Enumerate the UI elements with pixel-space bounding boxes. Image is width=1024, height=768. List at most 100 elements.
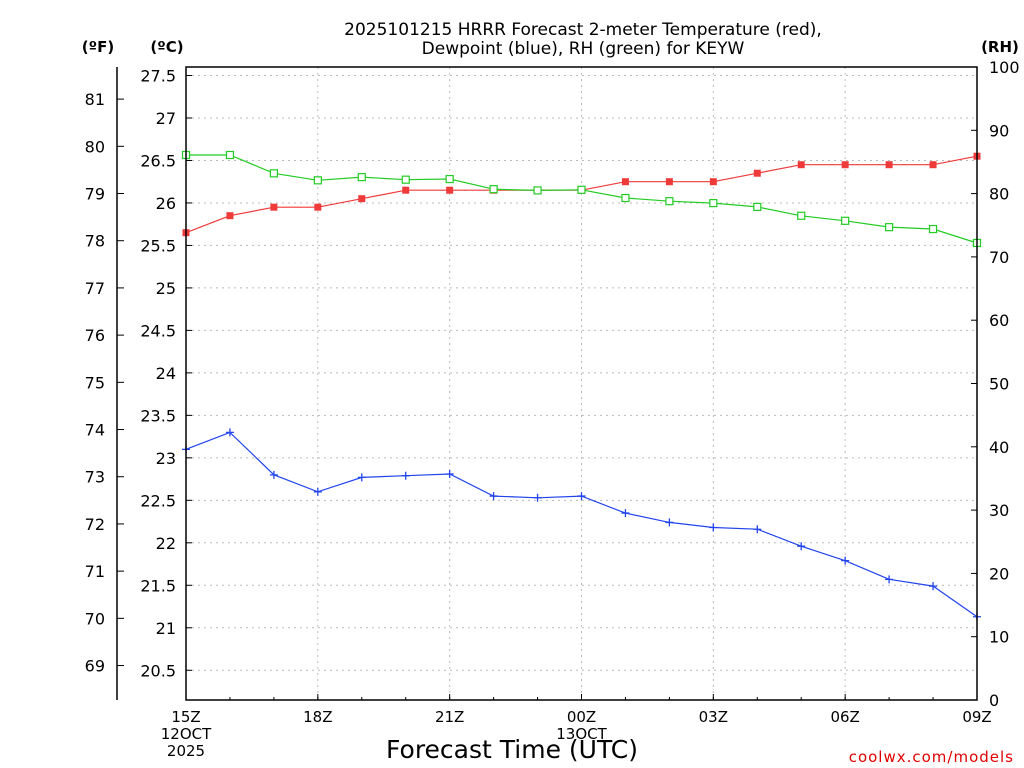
celsius-tick-label: 23.5 xyxy=(140,406,176,425)
rh-point xyxy=(445,174,454,184)
temperature-point xyxy=(665,178,673,186)
rh-tick-label: 30 xyxy=(989,501,1009,520)
dewpoint-point xyxy=(533,493,542,502)
celsius-tick-label: 21.5 xyxy=(140,576,176,595)
dewpoint-point xyxy=(885,575,894,584)
time-tick-label: 06Z xyxy=(830,708,859,726)
fahrenheit-axis: 69 70 71 72 73 74 75 76 77 78 79 80 81 xyxy=(85,67,124,700)
celsius-tick-label: 23 xyxy=(156,449,176,468)
rh-point xyxy=(577,185,586,194)
rh-point xyxy=(753,202,762,211)
plot-frame xyxy=(185,66,978,701)
time-tick-label: 15Z xyxy=(171,708,200,726)
celsius-tick-label: 26.5 xyxy=(140,151,176,170)
chart-title-line2: Dewpoint (blue), RH (green) for KEYW xyxy=(422,39,745,59)
dewpoint-point xyxy=(621,509,630,518)
temperature-point xyxy=(753,169,761,177)
rh-axis: 0 10 20 30 40 50 60 70 80 90 100 xyxy=(971,58,1020,710)
rh-tick-label: 10 xyxy=(989,628,1009,647)
time-tick-label: 18Z xyxy=(303,708,332,726)
rh-point xyxy=(489,185,498,194)
temperature-point xyxy=(358,195,366,203)
dewpoint-point xyxy=(225,428,234,437)
fahrenheit-tick-label: 79 xyxy=(85,185,105,204)
temperature-point xyxy=(314,203,322,211)
dewpoint-point xyxy=(269,470,278,479)
rh-point xyxy=(709,198,718,208)
rh-tick-label: 20 xyxy=(989,564,1009,583)
celsius-axis: 20.5 21 21.5 22 22.5 23 23.5 24 24.5 25 25.5 26 26.5… xyxy=(140,66,192,680)
fahrenheit-tick-label: 77 xyxy=(85,279,105,298)
temperature-point xyxy=(621,178,629,186)
rh-tick-label: 60 xyxy=(989,311,1009,330)
fahrenheit-tick-label: 81 xyxy=(85,90,105,109)
fahrenheit-tick-label: 72 xyxy=(85,515,105,534)
time-tick-label: 12OCT xyxy=(161,725,212,743)
dewpoint-point xyxy=(929,582,938,591)
rh-tick-label: 40 xyxy=(989,438,1009,457)
time-tick-label: 2025 xyxy=(167,742,205,760)
dewpoint-point xyxy=(577,492,586,501)
rh-tick-label: 0 xyxy=(989,691,999,710)
rh-point xyxy=(357,173,366,182)
fahrenheit-tick-label: 80 xyxy=(85,137,105,156)
dewpoint-point xyxy=(665,518,674,527)
rh-point xyxy=(401,175,410,184)
temperature-point xyxy=(446,186,454,194)
fahrenheit-tick-label: 70 xyxy=(85,609,105,628)
temperature-point xyxy=(885,161,893,169)
fahrenheit-unit-label: (ºF) xyxy=(82,38,114,56)
temperature-point xyxy=(929,161,937,169)
rh-tick-label: 50 xyxy=(989,375,1009,394)
temperature-point xyxy=(402,186,410,194)
grid-lines xyxy=(185,67,978,700)
rh-point xyxy=(533,186,542,195)
dewpoint-point xyxy=(841,556,850,565)
rh-tick-label: 80 xyxy=(989,185,1009,204)
dewpoint-point xyxy=(489,492,498,501)
fahrenheit-tick-label: 78 xyxy=(85,232,105,251)
rh-point xyxy=(313,176,322,185)
chart-title-line1: 2025101215 HRRR Forecast 2-meter Tempera… xyxy=(344,20,822,40)
rh-tick-label: 70 xyxy=(989,248,1009,267)
temperature-point xyxy=(270,203,278,211)
celsius-unit-label: (ºC) xyxy=(150,38,183,56)
rh-tick-label: 100 xyxy=(989,58,1020,77)
celsius-tick-label: 26 xyxy=(156,194,176,213)
rh-point xyxy=(928,224,938,234)
celsius-tick-label: 22 xyxy=(156,534,176,553)
celsius-tick-label: 20.5 xyxy=(140,661,176,680)
rh-unit-label: (RH) xyxy=(981,38,1019,56)
dewpoint-point xyxy=(797,542,806,551)
fahrenheit-tick-label: 75 xyxy=(85,373,105,392)
rh-point xyxy=(841,216,850,225)
temperature-point xyxy=(797,161,805,169)
time-tick-label: 03Z xyxy=(699,708,728,726)
time-tick-label: 09Z xyxy=(962,708,991,726)
celsius-tick-label: 25.5 xyxy=(140,236,176,255)
time-tick-label: 21Z xyxy=(435,708,464,726)
celsius-tick-label: 27.5 xyxy=(140,66,176,85)
series-layer xyxy=(181,150,982,621)
dewpoint-point xyxy=(753,525,762,534)
fahrenheit-tick-label: 76 xyxy=(85,326,105,345)
rh-point xyxy=(621,193,630,203)
fahrenheit-tick-label: 73 xyxy=(85,468,105,487)
temperature-point xyxy=(226,212,234,220)
credit-text: coolwx.com/models xyxy=(849,748,1014,766)
celsius-tick-label: 24 xyxy=(156,364,176,383)
temperature-point xyxy=(841,161,849,169)
dewpoint-point xyxy=(313,487,322,496)
dewpoint-point xyxy=(357,473,366,482)
dewpoint-point xyxy=(445,469,454,478)
celsius-tick-label: 24.5 xyxy=(140,321,176,340)
fahrenheit-tick-label: 71 xyxy=(85,562,105,581)
fahrenheit-tick-label: 69 xyxy=(85,657,105,676)
celsius-tick-label: 21 xyxy=(156,619,176,638)
fahrenheit-tick-label: 74 xyxy=(85,421,105,440)
time-tick-label: 13OCT xyxy=(556,725,607,743)
temperature-point xyxy=(709,178,717,186)
dewpoint-point xyxy=(709,523,718,532)
